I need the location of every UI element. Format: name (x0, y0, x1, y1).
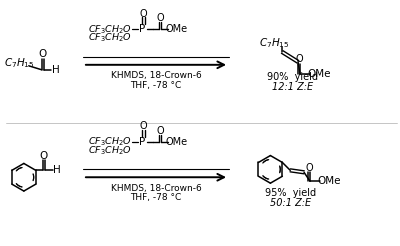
Text: $C_7H_{15}$: $C_7H_{15}$ (4, 56, 34, 70)
Text: $C_7H_{15}$: $C_7H_{15}$ (259, 36, 290, 50)
Text: O: O (157, 126, 164, 136)
Text: O: O (140, 9, 148, 18)
Text: O: O (38, 49, 47, 59)
Text: O: O (40, 151, 48, 161)
Text: THF, -78 °C: THF, -78 °C (130, 193, 182, 202)
Text: OMe: OMe (317, 176, 340, 186)
Text: OMe: OMe (166, 24, 188, 34)
Text: $CF_3CH_2O$: $CF_3CH_2O$ (88, 23, 132, 36)
Text: 90%  yield: 90% yield (266, 72, 318, 82)
Text: $CF_3CH_2O$: $CF_3CH_2O$ (88, 32, 132, 45)
Text: 95%  yield: 95% yield (264, 188, 316, 198)
Text: THF, -78 °C: THF, -78 °C (130, 81, 182, 90)
Text: KHMDS, 18-Crown-6: KHMDS, 18-Crown-6 (111, 71, 201, 80)
Text: O: O (295, 54, 303, 64)
Text: KHMDS, 18-Crown-6: KHMDS, 18-Crown-6 (111, 184, 201, 193)
Text: P: P (139, 137, 145, 147)
Text: P: P (139, 24, 145, 34)
Text: 50:1 Z:E: 50:1 Z:E (270, 198, 311, 208)
Text: H: H (52, 65, 60, 75)
Text: O: O (157, 14, 164, 23)
Text: $CF_3CH_2O$: $CF_3CH_2O$ (88, 136, 132, 148)
Text: OMe: OMe (166, 137, 188, 147)
Text: H: H (53, 165, 60, 175)
Text: O: O (305, 163, 313, 173)
Text: OMe: OMe (307, 69, 330, 79)
Text: $CF_3CH_2O$: $CF_3CH_2O$ (88, 144, 132, 157)
Text: O: O (140, 121, 148, 131)
Text: 12:1 Z:E: 12:1 Z:E (272, 81, 313, 92)
